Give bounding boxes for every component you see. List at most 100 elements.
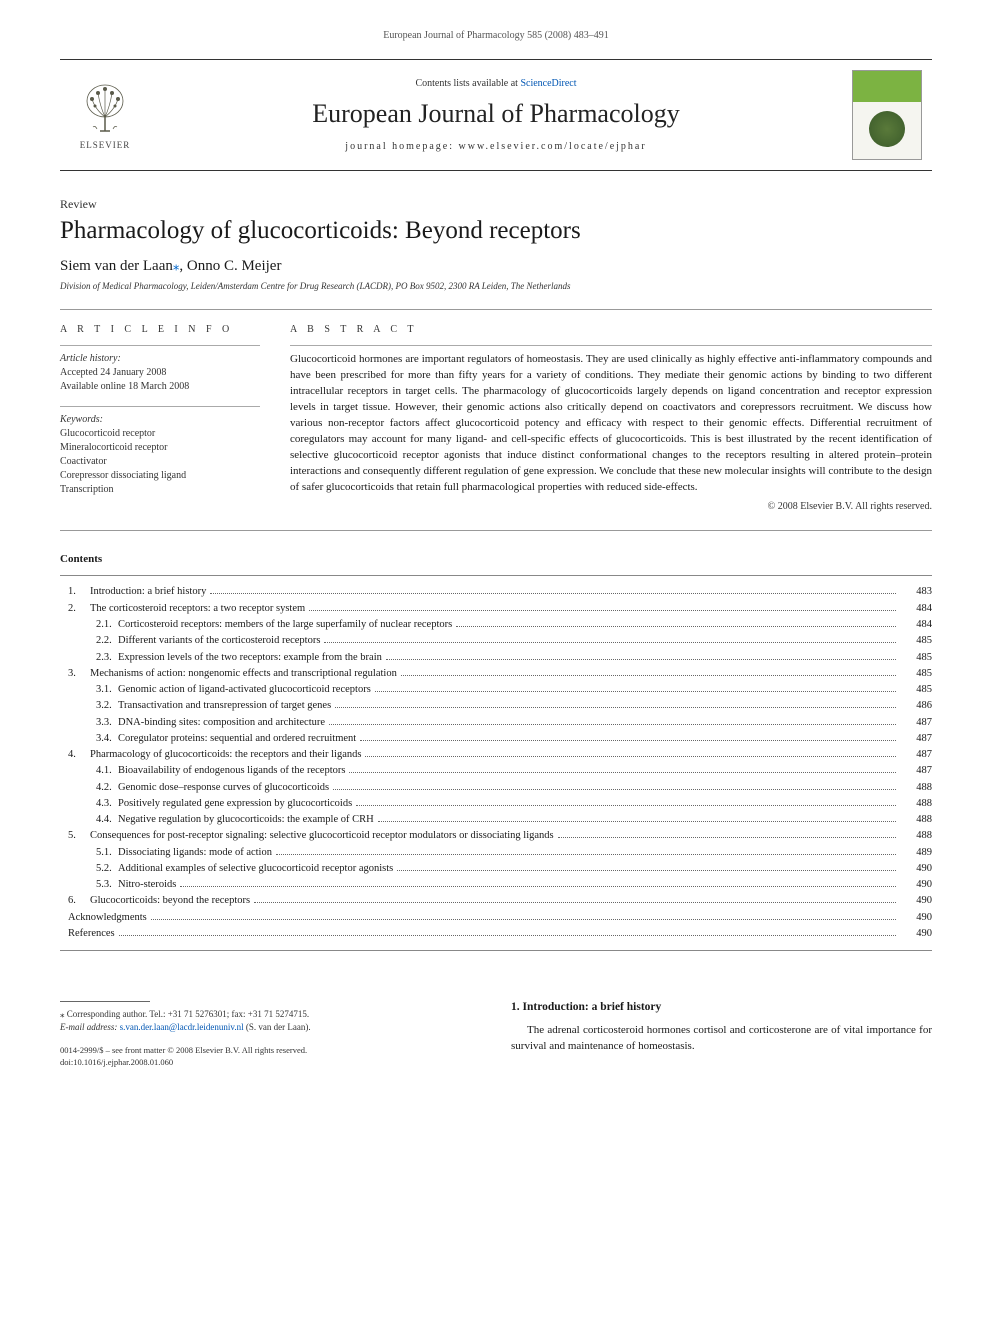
toc-row: 6.Glucocorticoids: beyond the receptors4… — [60, 893, 932, 909]
toc-page: 489 — [900, 845, 932, 861]
info-abstract-row: A R T I C L E I N F O Article history: A… — [60, 324, 932, 512]
email-suffix: (S. van der Laan). — [244, 1022, 311, 1032]
toc-title: Acknowledgments — [68, 910, 147, 926]
elsevier-logo: ELSEVIER — [70, 75, 140, 155]
toc-title: Corticosteroid receptors: members of the… — [118, 617, 452, 633]
toc-number: 2.1. — [60, 617, 118, 633]
journal-cover-thumbnail — [852, 70, 922, 160]
toc-page: 488 — [900, 796, 932, 812]
toc-leader-dots — [456, 626, 896, 627]
journal-title: European Journal of Pharmacology — [158, 99, 834, 129]
toc-title: Coregulator proteins: sequential and ord… — [118, 731, 356, 747]
toc-page: 485 — [900, 666, 932, 682]
toc-page: 485 — [900, 633, 932, 649]
keywords-label: Keywords: — [60, 413, 260, 427]
toc-number: 5.1. — [60, 845, 118, 861]
running-header: European Journal of Pharmacology 585 (20… — [60, 30, 932, 41]
toc-row: 3.Mechanisms of action: nongenomic effec… — [60, 666, 932, 682]
keyword: Coactivator — [60, 455, 260, 469]
elsevier-tree-icon — [80, 81, 130, 136]
masthead-center: Contents lists available at ScienceDirec… — [150, 60, 842, 170]
toc-page: 484 — [900, 601, 932, 617]
keyword: Mineralocorticoid receptor — [60, 441, 260, 455]
toc-leader-dots — [324, 642, 896, 643]
toc-page: 483 — [900, 584, 932, 600]
toc-leader-dots — [329, 724, 896, 725]
toc-title: The corticosteroid receptors: a two rece… — [90, 601, 305, 617]
toc-number: 2.3. — [60, 650, 118, 666]
toc-number: 4.2. — [60, 780, 118, 796]
toc-page: 490 — [900, 910, 932, 926]
toc-page: 484 — [900, 617, 932, 633]
toc-number: 3.4. — [60, 731, 118, 747]
article-history-block: Article history: Accepted 24 January 200… — [60, 345, 260, 394]
article-title: Pharmacology of glucocorticoids: Beyond … — [60, 216, 932, 246]
abstract-text: Glucocorticoid hormones are important re… — [290, 345, 932, 495]
toc-title: Introduction: a brief history — [90, 584, 206, 600]
toc-leader-dots — [210, 593, 896, 594]
toc-title: Negative regulation by glucocorticoids: … — [118, 812, 374, 828]
post-abstract-rule — [60, 530, 932, 531]
toc-leader-dots — [335, 707, 896, 708]
author-1: Siem van der Laan — [60, 258, 173, 274]
issn-copyright-line: 0014-2999/$ – see front matter © 2008 El… — [60, 1045, 481, 1056]
toc-number: 5. — [60, 828, 90, 844]
toc-leader-dots — [356, 805, 896, 806]
toc-number: 6. — [60, 893, 90, 909]
toc-number: 1. — [60, 584, 90, 600]
bottom-two-column: ⁎ Corresponding author. Tel.: +31 71 527… — [60, 1001, 932, 1067]
toc-title: DNA-binding sites: composition and archi… — [118, 715, 325, 731]
toc-number: 4.1. — [60, 763, 118, 779]
toc-title: Dissociating ligands: mode of action — [118, 845, 272, 861]
corresponding-author-note: ⁎ Corresponding author. Tel.: +31 71 527… — [60, 1008, 481, 1021]
sciencedirect-link[interactable]: ScienceDirect — [520, 78, 576, 89]
toc-title: Different variants of the corticosteroid… — [118, 633, 320, 649]
publisher-logo-area: ELSEVIER — [60, 60, 150, 170]
toc-row: References490 — [60, 926, 932, 942]
toc-row: 5.1.Dissociating ligands: mode of action… — [60, 845, 932, 861]
toc-title: Expression levels of the two receptors: … — [118, 650, 382, 666]
body-column: 1. Introduction: a brief history The adr… — [511, 1001, 932, 1067]
toc-leader-dots — [360, 740, 896, 741]
toc-row: 4.4.Negative regulation by glucocorticoi… — [60, 812, 932, 828]
toc-page: 490 — [900, 877, 932, 893]
email-label: E-mail address: — [60, 1022, 120, 1032]
toc-leader-dots — [378, 821, 896, 822]
toc-row: 3.4.Coregulator proteins: sequential and… — [60, 731, 932, 747]
toc-row: 4.Pharmacology of glucocorticoids: the r… — [60, 747, 932, 763]
toc-number: 5.3. — [60, 877, 118, 893]
toc-row: 1.Introduction: a brief history 483 — [60, 584, 932, 600]
toc-leader-dots — [349, 772, 896, 773]
contents-box: 1.Introduction: a brief history 4832.The … — [60, 575, 932, 951]
toc-row: 4.2.Genomic dose–response curves of gluc… — [60, 780, 932, 796]
toc-leader-dots — [397, 870, 896, 871]
toc-number: 2.2. — [60, 633, 118, 649]
toc-row: 2.The corticosteroid receptors: a two re… — [60, 601, 932, 617]
toc-number: 3.1. — [60, 682, 118, 698]
toc-title: Bioavailability of endogenous ligands of… — [118, 763, 345, 779]
toc-page: 485 — [900, 650, 932, 666]
toc-title: Nitro-steroids — [118, 877, 176, 893]
toc-page: 487 — [900, 763, 932, 779]
toc-title: Genomic action of ligand-activated gluco… — [118, 682, 371, 698]
toc-page: 486 — [900, 698, 932, 714]
toc-page: 490 — [900, 861, 932, 877]
toc-row: 5.Consequences for post-receptor signali… — [60, 828, 932, 844]
toc-row: 2.3.Expression levels of the two recepto… — [60, 650, 932, 666]
history-label: Article history: — [60, 352, 260, 366]
corresponding-email-link[interactable]: s.van.der.laan@lacdr.leidenuniv.nl — [120, 1022, 244, 1032]
article-info-column: A R T I C L E I N F O Article history: A… — [60, 324, 260, 512]
info-abstract-top-rule — [60, 309, 932, 310]
section-1-paragraph: The adrenal corticosteroid hormones cort… — [511, 1023, 932, 1055]
toc-title: Mechanisms of action: nongenomic effects… — [90, 666, 397, 682]
toc-leader-dots — [119, 935, 896, 936]
author-2: , Onno C. Meijer — [179, 258, 281, 274]
toc-title: Pharmacology of glucocorticoids: the rec… — [90, 747, 361, 763]
toc-number: 5.2. — [60, 861, 118, 877]
toc-row: 4.3.Positively regulated gene expression… — [60, 796, 932, 812]
toc-leader-dots — [276, 854, 896, 855]
online-date: Available online 18 March 2008 — [60, 380, 260, 394]
toc-number: 3. — [60, 666, 90, 682]
keyword: Transcription — [60, 483, 260, 497]
article-type: Review — [60, 197, 932, 212]
